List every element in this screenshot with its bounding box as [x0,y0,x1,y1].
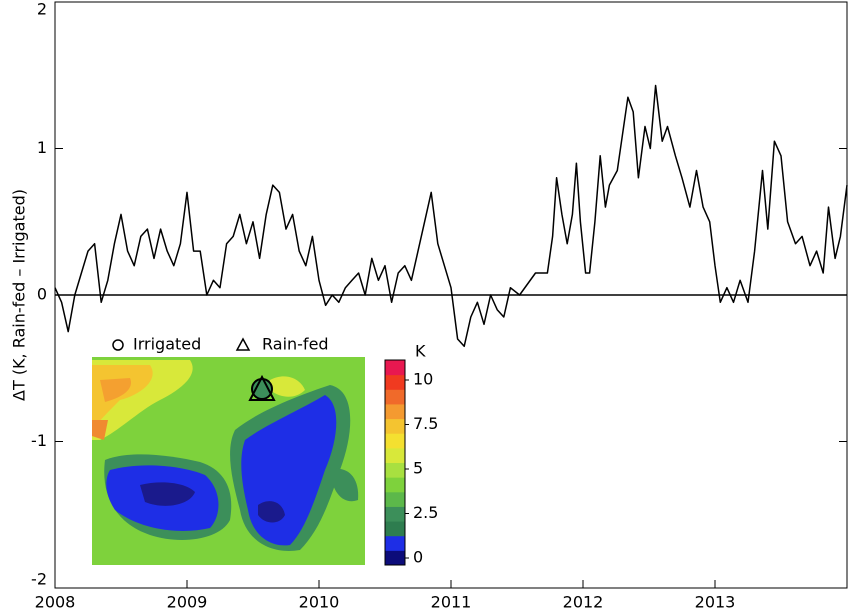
map-region [270,376,305,397]
y-tick-label: -2 [31,570,47,589]
x-tick-label: 2011 [431,593,472,612]
data-line [54,84,848,348]
colorbar-band [385,550,405,566]
colorbar-band [385,506,405,522]
y-tick-label: 2 [37,0,47,19]
map-region [92,420,108,440]
y-tick-label: -1 [31,431,47,450]
y-tick-label: 1 [37,138,47,157]
colorbar-tick-label: 5 [413,459,423,478]
x-tick-label: 2012 [563,593,604,612]
colorbar-tick-label: 2.5 [413,503,438,522]
colorbar-band [385,535,405,551]
legend-label: Irrigated [133,335,201,354]
x-tick-label: 2009 [167,593,208,612]
y-tick-label: 0 [37,285,47,304]
map-region [100,378,131,402]
legend-label: Rain-fed [262,335,329,354]
colorbar-band [385,360,405,376]
inset-map: Irrigated Rain-fed K [92,335,426,565]
colorbar-band [385,521,405,537]
colorbar-tick-label: 0 [413,548,423,567]
colorbar-band [385,462,405,478]
colorbar-band [385,447,405,463]
colorbar-band [385,389,405,405]
colorbar-band [385,491,405,507]
x-tick-label: 2008 [35,593,76,612]
rainfed-marker [248,374,276,401]
colorbar-label: K [415,342,426,361]
x-tick-label: 2013 [695,593,736,612]
colorbar-band [385,374,405,390]
legend-triangle [235,337,251,351]
legend-circle [112,339,124,351]
colorbar-band [385,418,405,434]
map-region [140,482,195,506]
x-tick-label: 2010 [299,593,340,612]
map-region [330,468,359,502]
colorbar-tick-label: 10 [413,370,433,389]
colorbar-band [385,403,405,420]
map-region [258,501,285,523]
colorbar-band [385,433,405,449]
colorbar-band [385,477,405,493]
colorbar-frame [384,359,406,566]
y-axis-label: ΔT (K, Rain-fed – Irrigated) [10,189,29,401]
colorbar-tick-label: 7.5 [413,414,438,433]
